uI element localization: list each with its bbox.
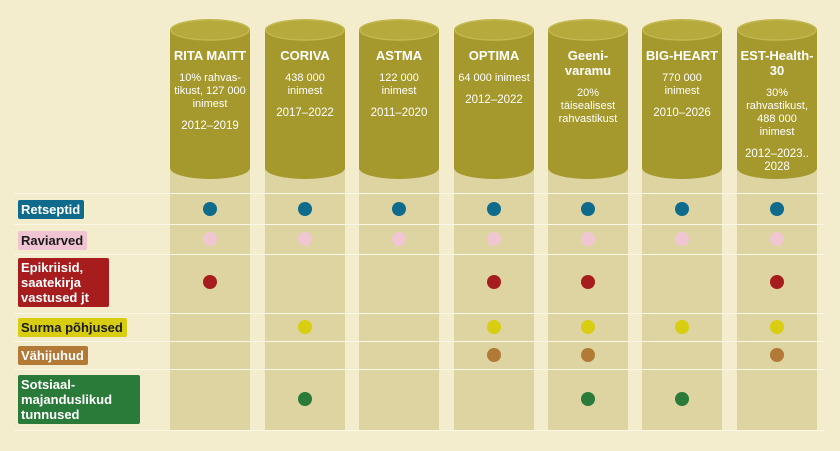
data-availability-dot	[581, 232, 595, 246]
data-type-label: Vähijuhud	[18, 346, 88, 365]
data-availability-dot	[298, 320, 312, 334]
database-population: 438 000 inimest	[285, 72, 325, 97]
row-divider	[14, 224, 824, 225]
data-availability-dot	[675, 320, 689, 334]
database-population: 30% rahvastikust, 488 000 inimest	[746, 87, 808, 138]
data-type-label: Surma põhjused	[18, 318, 127, 337]
cylinder-shape	[548, 19, 628, 179]
data-availability-dot	[770, 275, 784, 289]
data-availability-dot	[581, 392, 595, 406]
data-availability-dot	[581, 320, 595, 334]
data-availability-dot	[203, 275, 217, 289]
database-label: OPTIMA 64 000 inimest 2012–2022	[456, 48, 532, 107]
database-label: RITA MAITT 10% rahvas-tikust, 127 000 ini…	[172, 48, 248, 133]
data-availability-dot	[298, 202, 312, 216]
cylinder-shape	[454, 19, 534, 179]
database-population: 10% rahvas-tikust, 127 000 inimest	[174, 72, 246, 110]
data-availability-dot	[581, 202, 595, 216]
row-divider	[14, 341, 824, 342]
data-availability-dot	[203, 202, 217, 216]
data-availability-dot	[770, 202, 784, 216]
cylinder-shape	[170, 19, 250, 179]
cylinder-shape	[737, 19, 817, 179]
database-name: EST-Health-30	[740, 48, 814, 78]
database-name: Geeni-varamu	[564, 48, 612, 78]
data-availability-dot	[487, 202, 501, 216]
database-years: 2012–2019	[181, 120, 239, 132]
data-availability-dot	[675, 232, 689, 246]
database-label: BIG-HEART 770 000 inimest 2010–2026	[644, 48, 720, 120]
cylinder-shape	[642, 19, 722, 179]
data-availability-dot	[770, 232, 784, 246]
database-cylinder: OPTIMA 64 000 inimest 2012–2022	[454, 19, 534, 179]
database-years: 2010–2026	[653, 107, 711, 119]
database-cylinder: CORIVA 438 000 inimest 2017–2022	[265, 19, 345, 179]
data-availability-dot	[770, 320, 784, 334]
database-years: 2017–2022	[276, 107, 334, 119]
database-population: 64 000 inimest	[458, 72, 530, 84]
data-availability-dot	[487, 232, 501, 246]
database-years: 2011–2020	[370, 107, 428, 119]
cylinder-shape	[265, 19, 345, 179]
data-availability-dot	[487, 275, 501, 289]
data-availability-dot	[392, 202, 406, 216]
database-population: 122 000 inimest	[379, 72, 419, 97]
cylinder-shape	[359, 19, 439, 179]
database-name: OPTIMA	[468, 48, 520, 63]
database-name: RITA MAITT	[173, 48, 247, 63]
data-availability-dot	[203, 232, 217, 246]
row-divider	[14, 313, 824, 314]
database-cylinder: BIG-HEART 770 000 inimest 2010–2026	[642, 19, 722, 179]
row-divider	[14, 369, 824, 370]
data-availability-dot	[392, 232, 406, 246]
database-cylinder: EST-Health-30 30% rahvastikust, 488 000 i…	[737, 19, 817, 179]
row-divider	[14, 254, 824, 255]
database-name: CORIVA	[280, 48, 330, 63]
data-availability-dot	[770, 348, 784, 362]
database-cylinder: ASTMA 122 000 inimest 2011–2020	[359, 19, 439, 179]
database-name: ASTMA	[375, 48, 423, 63]
database-cylinder: RITA MAITT 10% rahvas-tikust, 127 000 ini…	[170, 19, 250, 179]
database-label: Geeni-varamu 20% täisealisest rahvastikus…	[550, 48, 626, 126]
data-type-label: Retseptid	[18, 200, 85, 219]
data-availability-dot	[298, 232, 312, 246]
database-label: ASTMA 122 000 inimest 2011–2020	[361, 48, 437, 120]
data-availability-dot	[581, 275, 595, 289]
database-years: 2012–2022	[465, 94, 523, 106]
data-type-label: Sotsiaal-majanduslikud tunnused	[18, 375, 140, 424]
database-years: 2012–2023.. 2028	[745, 148, 809, 173]
data-availability-dot	[298, 392, 312, 406]
row-divider	[14, 193, 824, 194]
row-divider	[14, 430, 824, 431]
database-population: 770 000 inimest	[662, 72, 702, 97]
data-type-label: Epikriisid, saatekirja vastused jt	[18, 258, 109, 307]
database-label: EST-Health-30 30% rahvastikust, 488 000 i…	[739, 48, 815, 174]
database-label: CORIVA 438 000 inimest 2017–2022	[267, 48, 343, 120]
data-availability-dot	[675, 202, 689, 216]
database-name: BIG-HEART	[645, 48, 719, 63]
data-availability-dot	[487, 348, 501, 362]
data-availability-dot	[675, 392, 689, 406]
database-population: 20% täisealisest rahvastikust	[558, 87, 618, 125]
data-availability-dot	[581, 348, 595, 362]
data-availability-dot	[487, 320, 501, 334]
data-type-label: Raviarved	[18, 231, 88, 250]
database-cylinder: Geeni-varamu 20% täisealisest rahvastikus…	[548, 19, 628, 179]
